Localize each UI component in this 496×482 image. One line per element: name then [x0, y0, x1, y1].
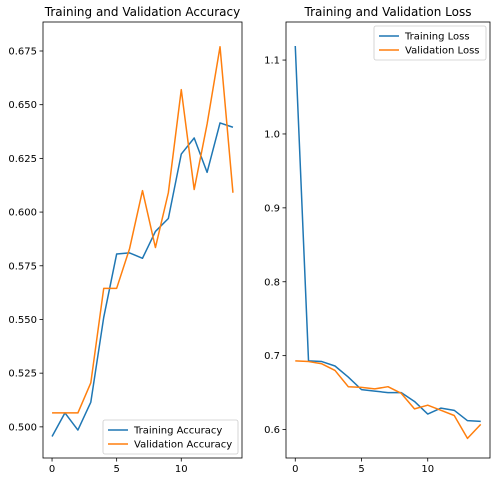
x-tick-label: 10	[421, 464, 434, 475]
series-line-validation-accuracy	[52, 45, 234, 414]
y-tick-label: 0.650	[8, 100, 37, 111]
legend-box	[102, 419, 239, 455]
y-tick-label: 0.9	[264, 203, 280, 214]
legend: Training Loss Validation Loss	[373, 25, 487, 61]
x-tick-label: 5	[358, 464, 364, 475]
axes-frame	[42, 21, 243, 459]
legend-box	[373, 25, 487, 61]
axes-frame	[285, 21, 491, 459]
legend-label-training-loss: Training Loss	[404, 32, 470, 43]
y-tick-label: 0.8	[264, 277, 280, 288]
x-tick-label: 0	[49, 464, 55, 475]
x-tick-label: 5	[113, 464, 119, 475]
y-tick-label: 1.1	[264, 56, 280, 67]
axis-ticks: 0 5 10 0.6 0.7 0.8 0.9 1.0 1.1	[264, 56, 434, 475]
y-tick-label: 0.625	[8, 154, 37, 165]
x-tick-label: 10	[175, 464, 188, 475]
plot-area	[294, 45, 482, 440]
axis-ticks: 0 5 10 0.500 0.525 0.550 0.575 0.600 0.625 0.650 0…	[8, 46, 187, 475]
y-tick-label: 0.550	[8, 315, 37, 326]
loss-chart: Training and Validation Loss 0 5 100.60.70…	[264, 5, 491, 475]
y-tick-label: 1.0	[264, 129, 280, 140]
x-tick-label: 0	[292, 464, 298, 475]
legend-label-validation-loss: Validation Loss	[405, 46, 480, 57]
y-tick-label: 0.575	[8, 261, 37, 272]
y-tick-label: 0.675	[8, 46, 37, 57]
accuracy-chart: Training and Validation Accuracy 0 5 10 0.5…	[8, 5, 243, 475]
y-tick-label: 0.6	[264, 425, 280, 436]
y-tick-label: 0.600	[8, 208, 37, 219]
plot-area	[51, 45, 234, 437]
series-line-training-loss	[294, 45, 481, 423]
y-tick-label: 0.525	[8, 369, 37, 380]
chart-title: Training and Validation Loss	[304, 5, 472, 19]
y-tick-label: 0.7	[264, 351, 280, 362]
legend: Training Accuracy Validation Accuracy	[102, 419, 239, 455]
series-line-validation-loss	[295, 360, 482, 440]
chart-title: Training and Validation Accuracy	[44, 5, 240, 19]
series-line-training-accuracy	[51, 122, 234, 437]
legend-label-validation-accuracy: Validation Accuracy	[134, 440, 232, 451]
legend-label-training-accuracy: Training Accuracy	[133, 426, 222, 437]
y-tick-label: 0.500	[8, 422, 37, 433]
